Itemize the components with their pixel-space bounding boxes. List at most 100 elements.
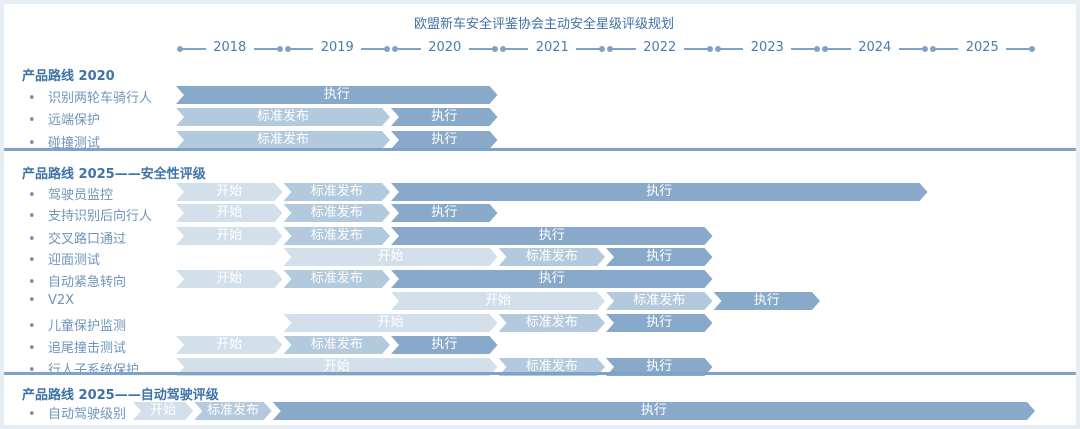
phase-bar-执行: 执行 — [391, 270, 713, 288]
phase-bar-开始: 开始 — [176, 336, 283, 354]
bullet-icon: • — [28, 188, 36, 203]
phase-bar-执行: 执行 — [391, 183, 928, 201]
axis-dot — [921, 46, 928, 52]
bullet-icon: • — [28, 407, 36, 422]
axis-line — [468, 48, 495, 50]
axis-line — [610, 48, 636, 50]
row-label-text: 追尾撞击测试 — [48, 341, 127, 356]
row-label-text: 碰撞测试 — [48, 136, 101, 151]
year-label: 2024 — [858, 40, 892, 55]
axis-dot — [706, 46, 713, 52]
phase-bar-执行: 执行 — [714, 292, 821, 310]
axis-line — [287, 48, 314, 50]
axis-line — [932, 48, 959, 50]
year-label: 2020 — [428, 40, 462, 55]
phase-bar-执行: 执行 — [391, 131, 498, 149]
axis-line — [683, 48, 710, 50]
phase-bar-执行: 执行 — [391, 227, 713, 245]
section-title: 产品路线 2020 — [22, 69, 115, 84]
phase-bar-开始: 开始 — [391, 292, 605, 310]
row-label: • 交叉路口通过 — [28, 228, 126, 247]
roadmap-diagram: 欧盟新车安全评鉴协会主动安全星级评级规划 2018 2019 2020 2021 202… — [4, 4, 1076, 425]
bullet-icon: • — [28, 113, 36, 128]
phase-bar-开始: 开始 — [176, 183, 283, 201]
phase-bar-标准发布: 标准发布 — [284, 336, 391, 354]
row-label: • 自动紧急转向 — [28, 271, 126, 290]
phase-bar-执行: 执行 — [606, 358, 713, 376]
section-title: 产品路线 2025——自动驾驶评级 — [22, 388, 219, 403]
row-label: • 碰撞测试 — [28, 132, 100, 151]
axis-dot — [1029, 46, 1035, 52]
phase-bar-执行: 执行 — [391, 108, 498, 126]
phase-bar-标准发布: 标准发布 — [499, 358, 606, 376]
row-label: • 支持识别后向行人 — [28, 205, 152, 224]
section-title: 产品路线 2025——安全性评级 — [22, 167, 206, 182]
phase-bar-标准发布: 标准发布 — [499, 248, 606, 266]
phase-bar-执行: 执行 — [606, 248, 713, 266]
row-label-text: 识别两轮车骑行人 — [48, 91, 153, 106]
row-label-text: 自动驾驶级别 — [48, 407, 127, 422]
phase-bar-标准发布: 标准发布 — [499, 314, 606, 332]
row-label: • 识别两轮车骑行人 — [28, 87, 152, 106]
diagram-title: 欧盟新车安全评鉴协会主动安全星级评级规划 — [413, 17, 674, 32]
row-label: • 驾驶员监控 — [28, 184, 113, 203]
section-divider — [4, 148, 1076, 151]
phase-bar-标准发布: 标准发布 — [606, 292, 713, 310]
year-label: 2021 — [535, 40, 569, 55]
year-label: 2018 — [213, 40, 247, 55]
phase-bar-开始: 开始 — [176, 358, 498, 376]
row-label-text: V2X — [48, 293, 75, 308]
bullet-icon: • — [28, 341, 36, 356]
year-label: 2025 — [965, 40, 999, 55]
phase-bar-标准发布: 标准发布 — [176, 131, 390, 149]
phase-bar-开始: 开始 — [133, 402, 193, 420]
axis-line — [1006, 48, 1032, 50]
year-label: 2023 — [750, 40, 784, 55]
axis-line — [791, 48, 817, 50]
phase-bar-开始: 开始 — [284, 314, 498, 332]
bullet-icon: • — [28, 209, 36, 224]
section-divider — [4, 372, 1076, 375]
bullet-icon: • — [28, 136, 36, 151]
row-label-text: 儿童保护监测 — [48, 319, 127, 334]
axis-line — [898, 48, 925, 50]
row-label: • 自动驾驶级别 — [28, 403, 126, 422]
phase-bar-标准发布: 标准发布 — [194, 402, 271, 420]
row-label: • 远端保护 — [28, 109, 100, 128]
phase-bar-标准发布: 标准发布 — [284, 270, 391, 288]
axis-line — [825, 48, 851, 50]
bullet-icon: • — [28, 232, 36, 247]
row-label-text: 行人子系统保护 — [48, 363, 140, 378]
axis-dot — [384, 46, 390, 52]
row-label: • V2X — [28, 293, 74, 308]
axis-line — [253, 48, 280, 50]
row-label: • 追尾撞击测试 — [28, 337, 126, 356]
row-label: • 迎面测试 — [28, 249, 100, 268]
phase-bar-标准发布: 标准发布 — [176, 108, 390, 126]
axis-dot — [276, 46, 283, 52]
axis-line — [395, 48, 421, 50]
bullet-icon: • — [28, 319, 36, 334]
bullet-icon: • — [28, 293, 36, 308]
axis-line — [502, 48, 529, 50]
row-label-text: 支持识别后向行人 — [48, 209, 153, 224]
year-label: 2022 — [643, 40, 677, 55]
row-label-text: 驾驶员监控 — [48, 188, 114, 203]
bullet-icon: • — [28, 253, 36, 268]
phase-bar-执行: 执行 — [176, 86, 498, 104]
row-label-text: 交叉路口通过 — [48, 232, 127, 247]
axis-dot — [814, 46, 820, 52]
axis-dot — [599, 46, 605, 52]
axis-dot — [491, 46, 498, 52]
bullet-icon: • — [28, 363, 36, 378]
phase-bar-开始: 开始 — [176, 270, 283, 288]
phase-bar-执行: 执行 — [391, 336, 498, 354]
phase-bar-执行: 执行 — [273, 402, 1035, 420]
phase-bar-标准发布: 标准发布 — [284, 183, 391, 201]
phase-bar-执行: 执行 — [391, 204, 498, 222]
axis-line — [180, 48, 206, 50]
year-label: 2019 — [320, 40, 354, 55]
phase-bar-执行: 执行 — [606, 314, 713, 332]
phase-bar-标准发布: 标准发布 — [284, 204, 391, 222]
phase-bar-开始: 开始 — [176, 227, 283, 245]
